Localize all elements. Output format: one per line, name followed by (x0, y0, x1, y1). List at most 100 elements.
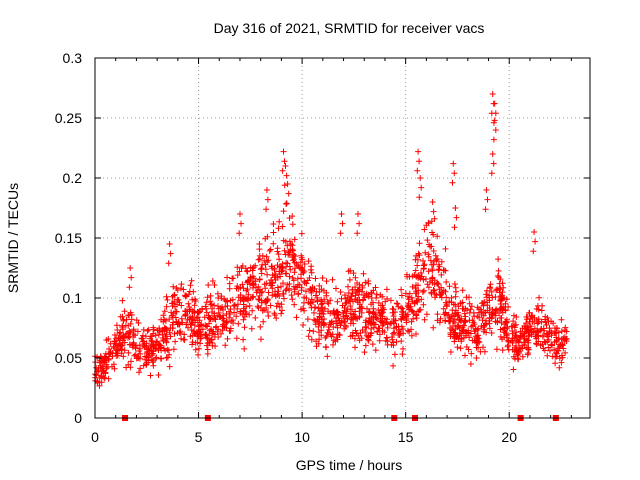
data-point (209, 342, 216, 349)
data-point (473, 338, 480, 345)
data-point (281, 158, 288, 165)
x-tick-label: 10 (294, 429, 310, 445)
data-point (451, 224, 458, 231)
data-point (318, 316, 325, 323)
data-point (255, 296, 262, 303)
data-point (370, 324, 377, 331)
data-point (203, 323, 210, 330)
data-point (166, 316, 173, 323)
data-point (437, 291, 444, 298)
data-point (128, 358, 134, 365)
data-point (286, 285, 293, 292)
data-point (284, 181, 291, 187)
data-point (405, 296, 412, 303)
data-point (510, 366, 517, 373)
data-point (281, 247, 288, 254)
data-point (195, 328, 202, 335)
data-point (467, 306, 474, 313)
data-point (429, 266, 436, 273)
data-point (224, 274, 231, 281)
data-point (342, 295, 349, 302)
data-point (154, 338, 161, 345)
data-point (243, 268, 250, 274)
data-point (510, 318, 517, 325)
data-point (545, 344, 552, 351)
data-point (255, 256, 262, 263)
data-point (137, 365, 144, 372)
x-tick-label: 0 (91, 429, 99, 445)
data-point (453, 288, 459, 295)
y-tick-label: 0.3 (63, 50, 83, 66)
data-point (224, 335, 231, 342)
data-point (471, 313, 478, 320)
data-point (162, 347, 169, 354)
data-point (235, 301, 241, 308)
data-point (450, 323, 456, 329)
data-point (373, 315, 380, 322)
data-point (409, 308, 416, 315)
data-point (431, 287, 438, 294)
data-point (160, 338, 167, 345)
data-point (100, 359, 107, 366)
data-point (273, 315, 280, 322)
data-point (258, 265, 265, 272)
data-point (375, 307, 382, 313)
data-point (499, 347, 506, 354)
data-point (256, 276, 263, 283)
data-point (283, 259, 290, 266)
data-point (442, 317, 449, 324)
data-point (399, 313, 406, 320)
data-point (137, 345, 144, 352)
data-point (465, 329, 472, 336)
data-point (397, 330, 404, 337)
data-point (281, 182, 288, 189)
data-point (156, 327, 163, 334)
data-point (480, 344, 486, 351)
data-point (243, 287, 250, 294)
data-point (246, 311, 253, 318)
data-point (424, 237, 431, 244)
data-point (171, 330, 178, 337)
data-point (514, 351, 521, 358)
data-point (356, 220, 363, 227)
data-point (563, 338, 570, 344)
data-point (390, 318, 397, 325)
data-point (270, 240, 277, 247)
data-point (182, 292, 188, 299)
data-point (255, 283, 262, 290)
data-point (462, 352, 468, 359)
data-point (560, 345, 567, 352)
data-point (219, 327, 226, 334)
data-point (499, 289, 506, 295)
data-point (495, 267, 502, 274)
data-point (239, 281, 246, 288)
data-point (240, 336, 247, 343)
data-point (291, 269, 298, 276)
data-point (422, 276, 429, 282)
data-point (250, 293, 257, 300)
data-point (221, 317, 228, 324)
data-point (412, 285, 419, 292)
data-point (362, 342, 369, 349)
data-point (204, 346, 211, 353)
data-point (499, 306, 506, 312)
data-point (398, 304, 405, 311)
data-point (390, 330, 397, 337)
data-point (234, 283, 241, 290)
data-point (334, 320, 341, 327)
data-point (241, 324, 248, 331)
data-point (491, 117, 498, 124)
data-point (390, 362, 397, 369)
axis-ticks: 0 5 10 15 20 0 0.05 0.1 0.15 0.2 0.25 0.3 (55, 50, 590, 445)
data-point (398, 286, 405, 293)
data-point (282, 238, 289, 245)
data-point (160, 312, 167, 319)
data-point (447, 349, 454, 355)
data-point (531, 325, 538, 332)
data-point (231, 309, 238, 316)
data-point (270, 229, 277, 236)
data-point (170, 283, 177, 290)
data-point (167, 250, 174, 257)
data-point (339, 302, 346, 309)
data-point (207, 301, 214, 308)
